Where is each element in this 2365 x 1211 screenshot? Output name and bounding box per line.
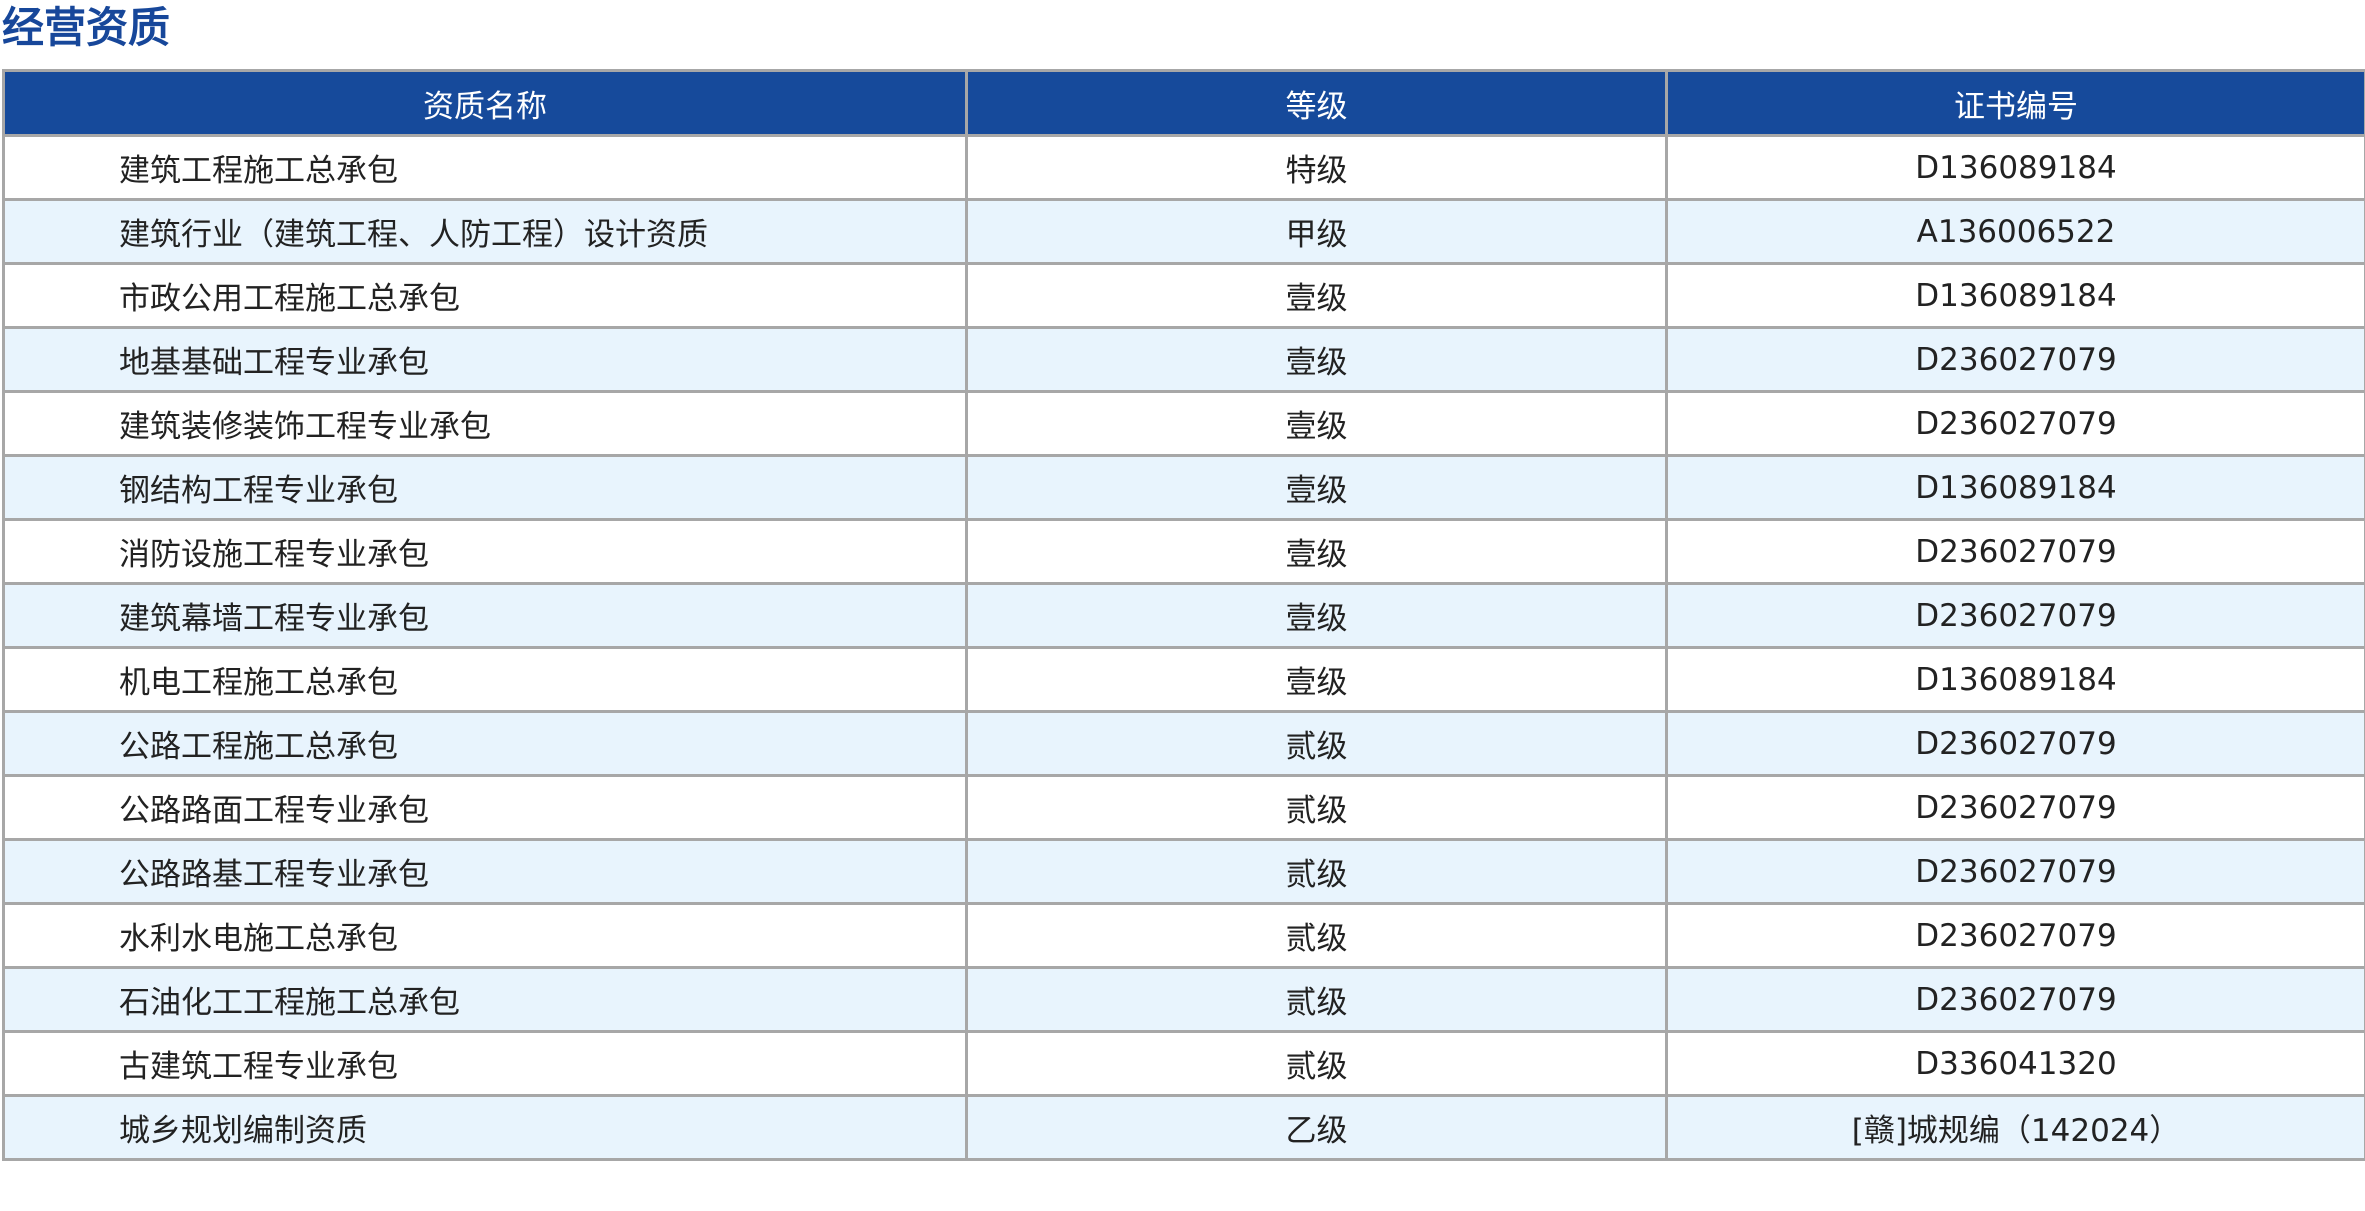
level-cell: 壹级 (965, 390, 1668, 457)
certificate-number-cell: D236027079 (1665, 390, 2365, 457)
certificate-number-cell: D236027079 (1665, 518, 2365, 585)
certificate-number-cell: D136089184 (1665, 646, 2365, 713)
table-row: 石油化工工程施工总承包 贰级 D236027079 (2, 966, 2365, 1033)
table-row: 市政公用工程施工总承包 壹级 D136089184 (2, 262, 2365, 329)
qualification-name-cell: 公路工程施工总承包 (2, 710, 968, 777)
qualification-name-cell: 建筑装修装饰工程专业承包 (2, 390, 968, 457)
table-row: 机电工程施工总承包 壹级 D136089184 (2, 646, 2365, 713)
certificate-number-cell: D136089184 (1665, 134, 2365, 201)
qualification-name-cell: 水利水电施工总承包 (2, 902, 968, 969)
level-cell: 壹级 (965, 582, 1668, 649)
level-cell: 贰级 (965, 1030, 1668, 1097)
certificate-number-cell: D236027079 (1665, 326, 2365, 393)
qualification-name-cell: 城乡规划编制资质 (2, 1094, 968, 1161)
level-cell: 壹级 (965, 518, 1668, 585)
table-row: 建筑幕墙工程专业承包 壹级 D236027079 (2, 582, 2365, 649)
qualification-name-cell: 石油化工工程施工总承包 (2, 966, 968, 1033)
certificate-number-cell: D236027079 (1665, 966, 2365, 1033)
qualification-name-cell: 古建筑工程专业承包 (2, 1030, 968, 1097)
level-cell: 贰级 (965, 710, 1668, 777)
certificate-number-cell: D236027079 (1665, 582, 2365, 649)
qualification-name-cell: 建筑工程施工总承包 (2, 134, 968, 201)
qualification-name-cell: 公路路基工程专业承包 (2, 838, 968, 905)
level-cell: 特级 (965, 134, 1668, 201)
qualification-name-cell: 机电工程施工总承包 (2, 646, 968, 713)
table-row: 公路工程施工总承包 贰级 D236027079 (2, 710, 2365, 777)
column-header-cert: 证书编号 (1665, 69, 2365, 137)
table-row: 消防设施工程专业承包 壹级 D236027079 (2, 518, 2365, 585)
qualification-name-cell: 市政公用工程施工总承包 (2, 262, 968, 329)
table-header-row: 资质名称 等级 证书编号 (2, 69, 2365, 137)
certificate-number-cell: D136089184 (1665, 262, 2365, 329)
table-row: 古建筑工程专业承包 贰级 D336041320 (2, 1030, 2365, 1097)
column-header-name: 资质名称 (2, 69, 968, 137)
table-row: 地基基础工程专业承包 壹级 D236027079 (2, 326, 2365, 393)
certificate-number-cell: D236027079 (1665, 838, 2365, 905)
table-row: 公路路基工程专业承包 贰级 D236027079 (2, 838, 2365, 905)
level-cell: 贰级 (965, 966, 1668, 1033)
certificate-number-cell: D336041320 (1665, 1030, 2365, 1097)
table-row: 城乡规划编制资质 乙级 [赣]城规编（142024） (2, 1094, 2365, 1161)
certificate-number-cell: A136006522 (1665, 198, 2365, 265)
qualification-name-cell: 公路路面工程专业承包 (2, 774, 968, 841)
certificate-number-cell: D236027079 (1665, 902, 2365, 969)
level-cell: 壹级 (965, 326, 1668, 393)
qualification-name-cell: 建筑幕墙工程专业承包 (2, 582, 968, 649)
qualification-name-cell: 消防设施工程专业承包 (2, 518, 968, 585)
certificate-number-cell: D236027079 (1665, 774, 2365, 841)
column-header-level: 等级 (965, 69, 1668, 137)
level-cell: 壹级 (965, 262, 1668, 329)
certificate-number-cell: D136089184 (1665, 454, 2365, 521)
level-cell: 乙级 (965, 1094, 1668, 1161)
page-title: 经营资质 (2, 3, 171, 52)
qualification-name-cell: 建筑行业（建筑工程、人防工程）设计资质 (2, 198, 968, 265)
table-row: 水利水电施工总承包 贰级 D236027079 (2, 902, 2365, 969)
certificate-number-cell: [赣]城规编（142024） (1665, 1094, 2365, 1161)
table-row: 钢结构工程专业承包 壹级 D136089184 (2, 454, 2365, 521)
table-row: 建筑工程施工总承包 特级 D136089184 (2, 134, 2365, 201)
table-row: 建筑行业（建筑工程、人防工程）设计资质 甲级 A136006522 (2, 198, 2365, 265)
level-cell: 贰级 (965, 902, 1668, 969)
qualification-name-cell: 钢结构工程专业承包 (2, 454, 968, 521)
level-cell: 贰级 (965, 838, 1668, 905)
certificate-number-cell: D236027079 (1665, 710, 2365, 777)
level-cell: 甲级 (965, 198, 1668, 265)
table-row: 建筑装修装饰工程专业承包 壹级 D236027079 (2, 390, 2365, 457)
level-cell: 贰级 (965, 774, 1668, 841)
level-cell: 壹级 (965, 646, 1668, 713)
qualification-name-cell: 地基基础工程专业承包 (2, 326, 968, 393)
qualification-table: 资质名称 等级 证书编号 建筑工程施工总承包 特级 D136089184 建筑行业（建… (2, 69, 2365, 1161)
table-row: 公路路面工程专业承包 贰级 D236027079 (2, 774, 2365, 841)
level-cell: 壹级 (965, 454, 1668, 521)
